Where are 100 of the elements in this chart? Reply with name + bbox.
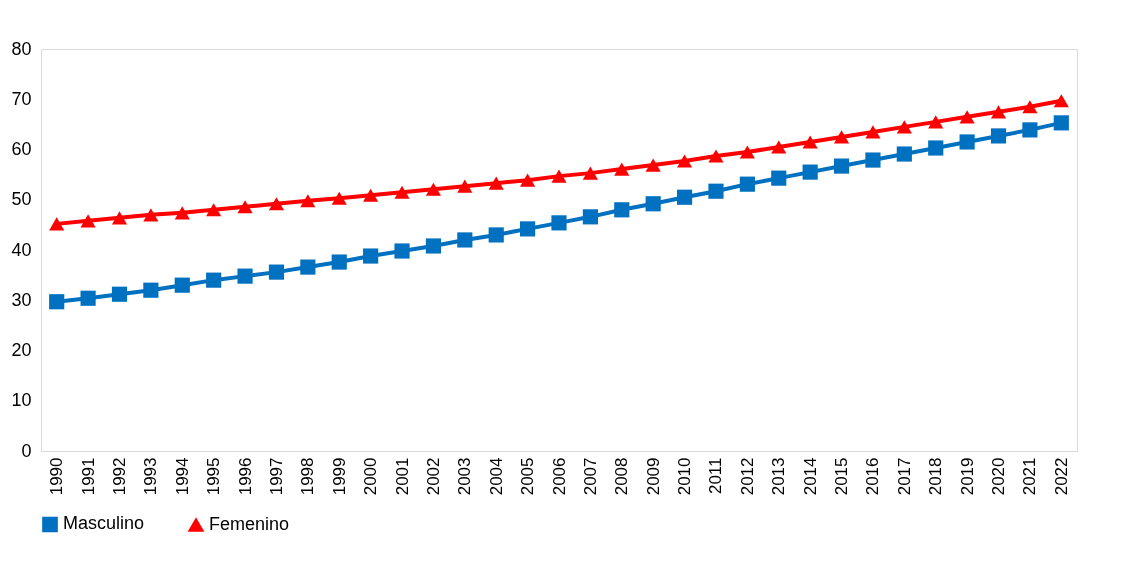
x-tick-label: 2003 (455, 457, 475, 496)
y-tick-label: 60 (11, 139, 32, 159)
x-tick-label: 2021 (1020, 457, 1040, 496)
point (551, 169, 567, 183)
x-tick-label: 2018 (926, 457, 946, 496)
point (1053, 115, 1069, 131)
point (896, 146, 912, 162)
x-tick-label: 2008 (612, 457, 632, 496)
x-tick-label: 1993 (141, 457, 161, 496)
point (802, 135, 818, 149)
point (80, 214, 96, 228)
x-tick-label: 2001 (392, 457, 412, 496)
point (928, 140, 944, 156)
x-tick-label: 2006 (549, 457, 569, 496)
x-tick-label: 2013 (769, 457, 789, 496)
x-tick-label: 2017 (894, 457, 914, 496)
point (331, 191, 347, 205)
point (551, 215, 567, 231)
point (1053, 94, 1069, 108)
point (645, 196, 661, 212)
point (520, 221, 536, 237)
x-tick-label: 2015 (832, 457, 852, 496)
point (865, 125, 881, 139)
x-tick-label: 1994 (172, 457, 192, 496)
y-tick-label: 0 (21, 440, 32, 461)
point (363, 188, 379, 202)
point (739, 176, 755, 192)
x-tick-label: 1991 (78, 457, 98, 496)
point (206, 272, 222, 288)
point (206, 203, 222, 217)
y-tick-label: 30 (11, 289, 32, 310)
point (143, 282, 159, 298)
x-tick-label: 2000 (361, 457, 381, 496)
point (990, 105, 1007, 119)
y-tick-label: 40 (11, 239, 32, 260)
point (488, 227, 504, 243)
point (1022, 100, 1038, 114)
point (676, 189, 693, 205)
x-tick-label: 2020 (989, 457, 1009, 496)
point (49, 294, 65, 310)
point (457, 179, 473, 193)
x-tick-label: 2004 (486, 457, 506, 496)
point (143, 208, 159, 222)
x-tick-label: 1992 (109, 457, 129, 496)
x-tick-label: 2002 (423, 457, 443, 496)
point (394, 185, 410, 199)
point (739, 145, 755, 159)
point (331, 254, 347, 270)
y-tick-label: 50 (11, 189, 32, 210)
x-tick-label: 1995 (204, 457, 224, 496)
point (708, 183, 724, 199)
point (111, 286, 128, 302)
point (708, 149, 724, 163)
x-tick-label: 2014 (800, 457, 820, 496)
point (111, 211, 128, 225)
point (771, 170, 787, 186)
point (833, 130, 850, 144)
x-tick-label: 2005 (518, 457, 538, 496)
point (49, 217, 65, 231)
point (771, 140, 787, 154)
point (425, 238, 442, 254)
point (959, 110, 975, 124)
y-tick-label: 70 (11, 88, 32, 109)
x-tick-label: 2007 (580, 457, 600, 496)
point (676, 154, 693, 168)
point (237, 268, 253, 284)
x-tick-label: 1996 (235, 457, 255, 496)
point (959, 134, 975, 150)
point (896, 120, 912, 134)
x-tick-label: 2009 (643, 457, 663, 496)
point (928, 115, 944, 129)
point (174, 277, 190, 293)
point (300, 259, 316, 275)
point (174, 206, 190, 220)
point (582, 209, 598, 225)
point (865, 152, 881, 168)
x-tick-label: 1999 (329, 457, 349, 496)
y-tick-label: 20 (11, 340, 32, 360)
x-tick-label: 2016 (863, 457, 883, 496)
point (237, 200, 253, 214)
x-tick-label: 2011 (706, 457, 726, 495)
point (614, 162, 630, 176)
x-tick-label: 2010 (675, 457, 695, 496)
point (990, 128, 1007, 144)
point (268, 197, 285, 211)
point (520, 173, 536, 187)
y-tick-label: 10 (11, 390, 32, 411)
x-tick-label: 2022 (1051, 457, 1071, 496)
point (1022, 122, 1038, 138)
y-tick-label: 80 (11, 38, 32, 59)
point (614, 202, 630, 218)
point (802, 164, 818, 180)
point (363, 248, 379, 264)
point (300, 194, 316, 208)
point (488, 176, 504, 190)
point (425, 182, 442, 196)
x-tick-label: 1997 (266, 457, 286, 496)
point (457, 232, 473, 248)
legend-label: Femenino (209, 513, 290, 534)
x-tick-label: 2019 (957, 457, 977, 496)
